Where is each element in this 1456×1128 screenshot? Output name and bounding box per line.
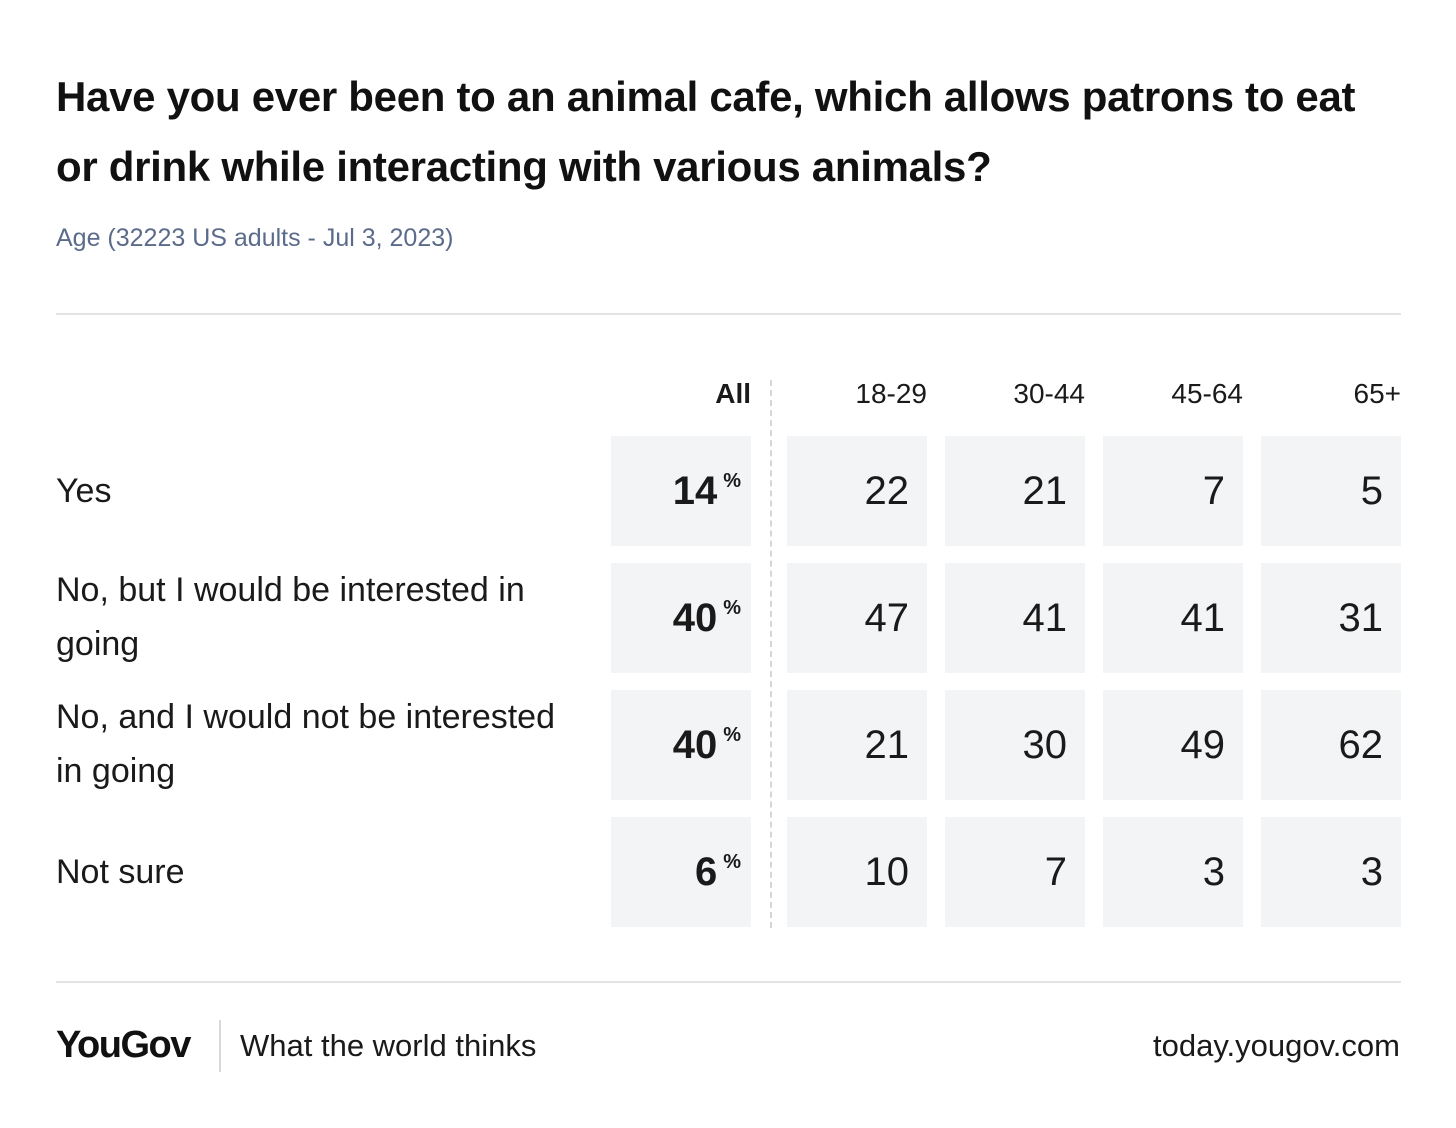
all-column-divider bbox=[770, 380, 772, 928]
value-text: 10 bbox=[864, 849, 910, 894]
value-text: 14 bbox=[672, 468, 718, 513]
column-header: 65+ bbox=[1353, 378, 1402, 409]
value-text: 3 bbox=[1202, 849, 1225, 894]
yougov-logo: YouGov bbox=[56, 1024, 191, 1066]
column-header: 45-64 bbox=[1171, 378, 1243, 409]
bottom-divider bbox=[56, 981, 1401, 983]
value-text: 31 bbox=[1338, 595, 1384, 640]
value-text: 5 bbox=[1360, 468, 1383, 513]
value-text: 7 bbox=[1044, 849, 1067, 894]
cell-value: 49 bbox=[1103, 690, 1243, 800]
percent-sign: % bbox=[723, 850, 741, 873]
cell-all-value: 6% bbox=[611, 817, 751, 927]
cell-value: 41 bbox=[1103, 563, 1243, 673]
value-text: 3 bbox=[1360, 849, 1383, 894]
cell-value: 3 bbox=[1103, 817, 1243, 927]
cell-all-value: 14% bbox=[611, 436, 751, 546]
percent-sign: % bbox=[723, 469, 741, 492]
cell-value: 5 bbox=[1261, 436, 1401, 546]
column-header: All bbox=[715, 378, 751, 409]
column-header: 30-44 bbox=[1013, 378, 1085, 409]
row-label: No, and I would not be interested in goi… bbox=[56, 698, 555, 790]
value-text: 49 bbox=[1180, 722, 1226, 767]
value-text: 62 bbox=[1338, 722, 1384, 767]
value-text: 41 bbox=[1022, 595, 1068, 640]
value-text: 7 bbox=[1202, 468, 1225, 513]
cell-value: 31 bbox=[1261, 563, 1401, 673]
chart-subtitle: Age (32223 US adults - Jul 3, 2023) bbox=[56, 224, 454, 252]
footer-site: today.yougov.com bbox=[1153, 1028, 1400, 1063]
footer-separator bbox=[219, 1020, 221, 1072]
value-text: 21 bbox=[864, 722, 910, 767]
value-text: 47 bbox=[864, 595, 910, 640]
cell-value: 7 bbox=[1103, 436, 1243, 546]
column-header: 18-29 bbox=[855, 378, 927, 409]
row-label: Yes bbox=[56, 472, 112, 510]
cell-value: 7 bbox=[945, 817, 1085, 927]
percent-sign: % bbox=[723, 723, 741, 746]
cell-value: 3 bbox=[1261, 817, 1401, 927]
value-text: 40 bbox=[672, 722, 718, 767]
value-text: 21 bbox=[1022, 468, 1068, 513]
value-text: 40 bbox=[672, 595, 718, 640]
value-text: 22 bbox=[864, 468, 910, 513]
top-divider bbox=[56, 313, 1401, 315]
cell-value: 62 bbox=[1261, 690, 1401, 800]
cell-all-value: 40% bbox=[611, 563, 751, 673]
percent-sign: % bbox=[723, 596, 741, 619]
cell-value: 41 bbox=[945, 563, 1085, 673]
cell-value: 21 bbox=[787, 690, 927, 800]
value-text: 41 bbox=[1180, 595, 1226, 640]
cell-value: 22 bbox=[787, 436, 927, 546]
chart-title: Have you ever been to an animal cafe, wh… bbox=[56, 73, 1356, 190]
cell-all-value: 40% bbox=[611, 690, 751, 800]
row-label: Not sure bbox=[56, 853, 185, 891]
cell-value: 10 bbox=[787, 817, 927, 927]
cell-value: 47 bbox=[787, 563, 927, 673]
value-text: 6 bbox=[694, 849, 718, 894]
value-text: 30 bbox=[1022, 722, 1068, 767]
row-label: No, but I would be interested in going bbox=[56, 571, 525, 663]
cell-value: 30 bbox=[945, 690, 1085, 800]
footer-tagline: What the world thinks bbox=[240, 1028, 537, 1063]
cell-value: 21 bbox=[945, 436, 1085, 546]
